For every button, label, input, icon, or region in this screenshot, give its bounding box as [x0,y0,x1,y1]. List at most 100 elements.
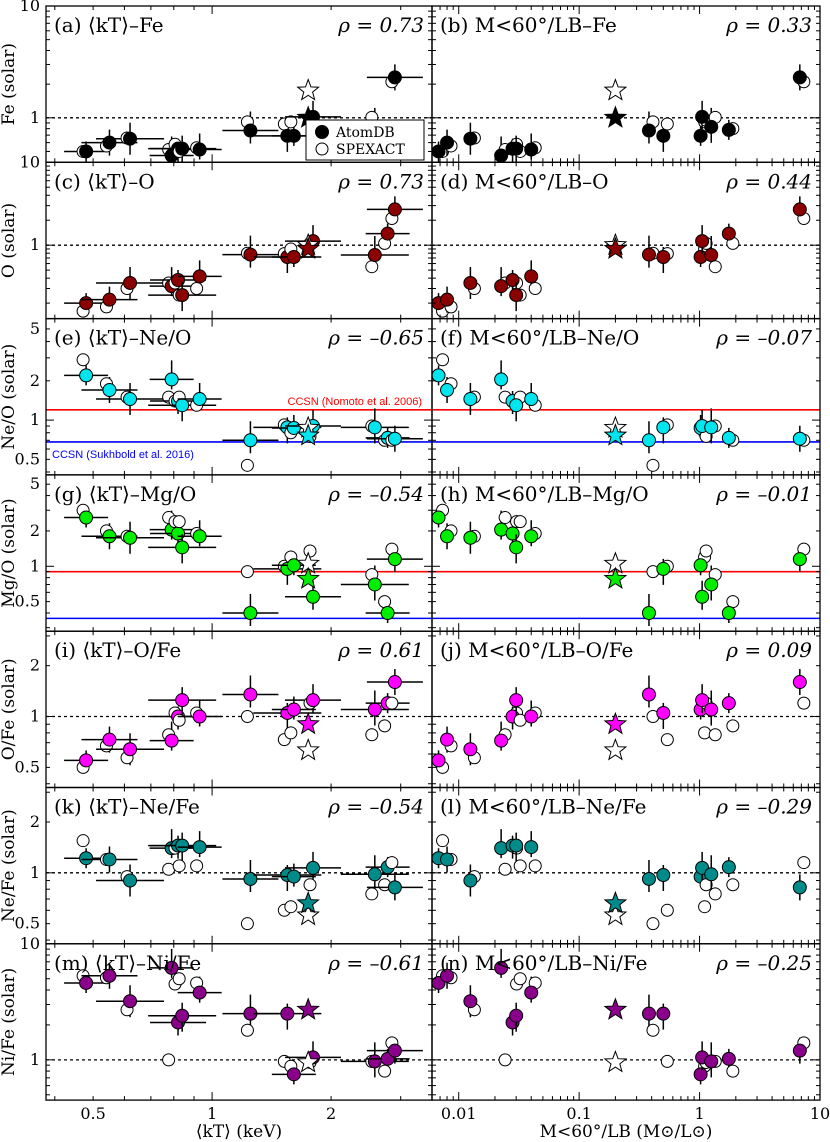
atomdb-point [123,873,138,888]
atomdb-point [79,368,94,383]
atomdb-point [175,398,190,413]
x-tick-label: 2 [326,1104,336,1123]
spexact-point [365,260,379,274]
atomdb-point [656,1006,671,1021]
panel-o_fe-kT: (i) ⟨kT⟩–O/Fe ρ = 0.61 [45,630,433,789]
atomdb-point [641,606,656,621]
atomdb-point [721,430,736,445]
atomdb-point [380,606,395,621]
rho-label: ρ = –0.65 [327,326,424,350]
atomdb-point [102,968,117,983]
atomdb-point [387,880,402,895]
atomdb-point [123,742,138,757]
y-tick-label: 1 [30,410,40,429]
rho-label: ρ = 0.61 [337,638,424,662]
atomdb-point [440,383,455,398]
atomdb-point [440,135,455,150]
rho-label: ρ = –0.54 [327,482,424,506]
atomdb-point [102,852,117,867]
atomdb-point [440,852,455,867]
atomdb-point [641,123,656,138]
atomdb-point [695,109,710,124]
spexact-point [172,515,186,529]
spexact-point [726,595,740,609]
atomdb-point [792,675,807,690]
spexact-point [708,728,722,742]
atomdb-point [641,1006,656,1021]
atomdb-point [243,123,258,138]
rho-label: ρ = 0.33 [725,13,812,37]
atomdb-point [192,529,207,544]
y-tick-label: 1 [30,863,40,882]
atomdb-point [509,540,524,555]
spexact-point [378,595,392,609]
atomdb-point [175,288,190,303]
atomdb-point [102,292,117,307]
atomdb-point [792,70,807,85]
panel-fe-mass-to-light: (b) M<60°/LB–Fe ρ = 0.33 [431,5,821,163]
panel-ni_fe-mass-to-light: (n) M<60°/LB–Ni/Fe ρ = –0.25 [431,943,821,1101]
atomdb-point [524,392,539,407]
atomdb-star [603,566,628,589]
atomdb-point [656,128,671,143]
atomdb-point [693,558,708,573]
y-axis-label: Ne/O (solar) [0,344,19,450]
atomdb-point [641,247,656,262]
atomdb-point [463,392,478,407]
atomdb-point [306,589,321,604]
atomdb-point [367,577,382,592]
atomdb-point [387,431,402,446]
y-tick-label: 2 [30,371,40,390]
panel-frame [431,943,821,1101]
panel-o_fe-mass-to-light: (j) M<60°/LB–O/Fe ρ = 0.09 [431,630,821,789]
atomdb-point [509,838,524,853]
atomdb-point [792,552,807,567]
atomdb-point [123,275,138,290]
spexact-point [660,1054,674,1068]
spexact-point [378,1064,392,1078]
atomdb-point [792,880,807,895]
spexact-point [303,878,317,892]
atomdb-star [603,997,628,1020]
spexact-star [603,902,628,926]
spexact-star [603,737,628,761]
spexact-point [172,859,186,873]
atomdb-point [123,530,138,545]
atomdb-point [494,148,509,163]
atomdb-point [123,131,138,146]
atomdb-point [524,269,539,284]
spexact-star [296,1049,320,1073]
panel-ne_o-kT: CCSN (Nomoto et al. 2006) CCSN (Sukhbold … [45,317,433,476]
atomdb-point [123,392,138,407]
spexact-point [698,726,712,740]
atomdb-point [280,1006,295,1021]
atomdb-point [102,383,117,398]
atomdb-point [509,398,524,413]
rho-label: ρ = 0.73 [337,169,424,193]
atomdb-point [721,122,736,137]
spexact-point [284,726,298,740]
x-tick-label: 1 [207,1104,217,1123]
y-tick-label: 1 [30,108,40,127]
atomdb-point [494,279,509,294]
rho-label: ρ = –0.25 [715,951,812,975]
atomdb-point [387,675,402,690]
panel-title: (e) ⟨kT⟩–Ne/O [54,326,191,350]
spexact-point [385,696,399,710]
atomdb-point [656,561,671,576]
atomdb-point [693,1067,708,1082]
spexact-point [528,859,542,873]
atomdb-point [79,296,94,311]
spexact-point [284,115,298,129]
atomdb-point [524,709,539,724]
atomdb-point [695,693,710,708]
atomdb-point [286,702,301,717]
atomdb-point [175,838,190,853]
y-tick-label: 1 [30,1050,40,1069]
atomdb-star [603,711,628,735]
atomdb-point [192,709,207,724]
atomdb-point [704,119,719,134]
legend-atomdb-label: AtomDB [335,125,395,141]
atomdb-point [387,70,402,85]
y-tick-label: 0.5 [15,449,40,468]
